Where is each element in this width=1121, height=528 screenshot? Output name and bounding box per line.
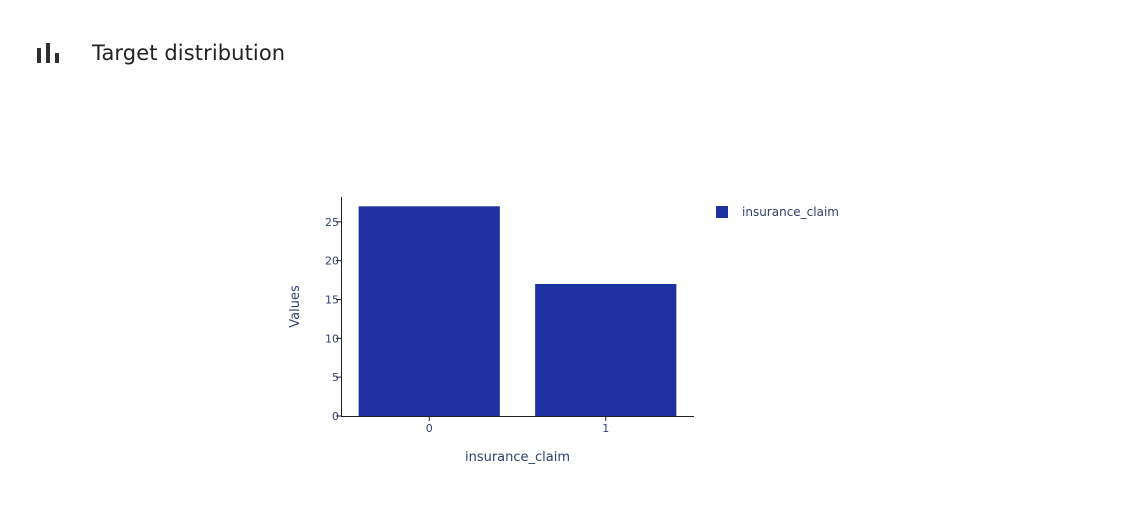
legend-label: insurance_claim: [742, 205, 839, 219]
y-tick-label: 10: [325, 332, 339, 345]
page-header: Target distribution: [36, 36, 285, 70]
y-tick-label: 25: [325, 216, 339, 229]
y-tick-label: 0: [332, 410, 339, 423]
bars-group: [358, 206, 677, 416]
page-title: Target distribution: [92, 41, 286, 65]
x-axis-title: insurance_claim: [465, 450, 570, 465]
legend-swatch: [716, 206, 728, 218]
y-tick-label: 15: [325, 294, 339, 307]
y-tick-label: 20: [325, 255, 339, 268]
y-tick-label: 5: [332, 371, 339, 384]
y-axis-title: Values: [288, 285, 303, 328]
bar-0[interactable]: [358, 206, 500, 416]
legend[interactable]: insurance_claim: [716, 205, 839, 219]
x-tick-label: 0: [426, 422, 433, 435]
x-tick-label: 1: [602, 422, 609, 435]
y-axis-ticks: 0 5 10 15 20 25: [325, 216, 341, 423]
bar-1[interactable]: [535, 283, 677, 416]
bar-chart-icon: [36, 41, 60, 65]
